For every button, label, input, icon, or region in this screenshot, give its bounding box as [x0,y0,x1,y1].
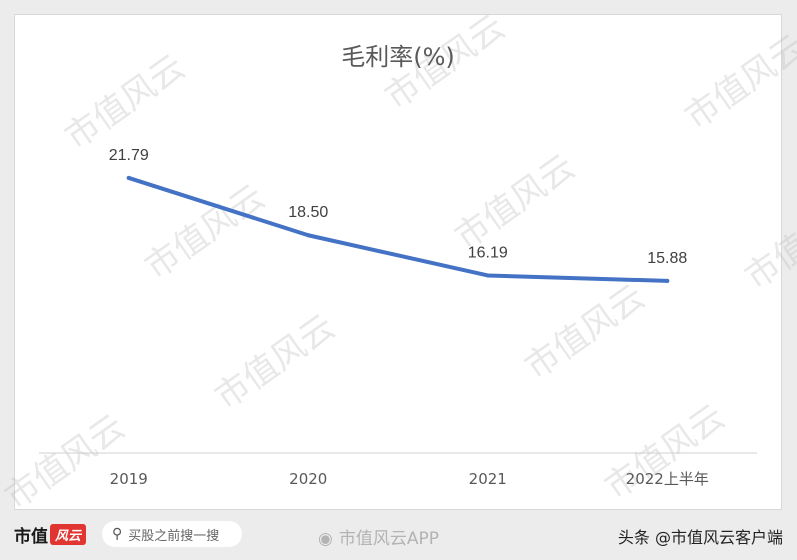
x-tick-label: 2022上半年 [626,470,709,488]
x-tick-label: 2020 [289,470,327,488]
series-line [126,175,670,283]
data-label: 21.79 [109,147,149,164]
footer: 市值 风云 ⚲ 买股之前搜一搜 ◉ 市值风云APP 头条 @市值风云客户端 [0,508,797,560]
app-watermark-text: 市值风云APP [338,529,439,549]
data-point [126,175,131,180]
data-label: 15.88 [647,250,687,267]
weibo-icon: ◉ [318,529,333,549]
data-label: 18.50 [288,204,328,221]
chart-title: 毛利率(%) [341,43,455,71]
brand-logo: 市值 风云 [14,522,87,547]
line-chart: 21.79 2019 18.50 2020 16.19 2021 15.88 2022上半年 [39,147,757,488]
x-tick-label: 2019 [110,470,148,488]
brand-badge: 风云 [50,524,87,545]
brand-name: 市值 [14,527,48,547]
source-credit: 头条 @市值风云客户端 [617,528,783,547]
data-point [665,278,670,283]
search-placeholder: 买股之前搜一搜 [128,528,220,544]
search-icon: ⚲ [112,526,123,542]
data-point [485,273,490,278]
app-watermark: ◉ 市值风云APP [318,524,439,549]
search-box[interactable]: ⚲ 买股之前搜一搜 [102,521,242,547]
x-tick-label: 2021 [469,470,507,488]
chart-card: 市值风云 市值风云 市值风云 市值风云 市值风云 市值风云 市值风云 市值风云 … [0,7,797,518]
data-point [306,233,311,238]
data-label: 16.19 [468,244,508,261]
